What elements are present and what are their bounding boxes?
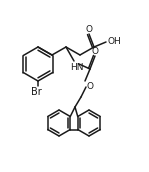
Text: Br: Br: [31, 87, 41, 97]
Text: O: O: [91, 46, 98, 56]
Text: OH: OH: [107, 36, 121, 46]
Text: O: O: [87, 82, 94, 90]
Text: O: O: [86, 24, 93, 34]
Text: HN: HN: [70, 62, 84, 72]
